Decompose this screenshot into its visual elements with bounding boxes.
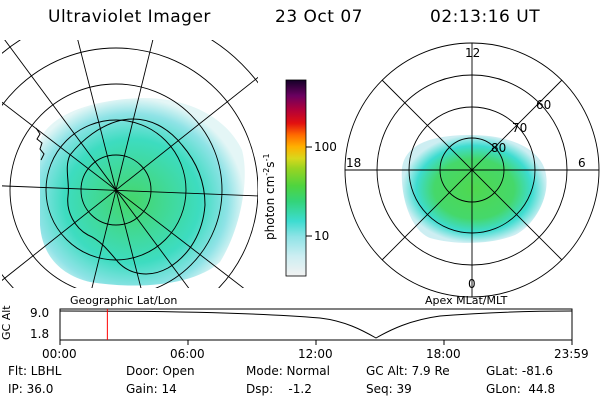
timeline-axis-label: GC Alt [0, 305, 13, 340]
timeline-tick-2359: 23:59 [554, 347, 589, 361]
timeline-frame [59, 308, 573, 341]
lat-label-70: 70 [512, 121, 528, 135]
mlt-label-6: 6 [578, 156, 586, 170]
timeline-tick-1200: 12:00 [298, 347, 333, 361]
altitude-timeline [59, 308, 573, 345]
right-grid [344, 42, 600, 298]
status-mode: Mode: Normal [246, 364, 330, 378]
mlt-label-18: 18 [346, 156, 362, 170]
geographic-map [2, 40, 258, 288]
timeline-ymin: 1.8 [30, 327, 50, 341]
status-door: Door: Open [126, 364, 195, 378]
coastline-fragment [35, 127, 45, 161]
altitude-curve [59, 310, 573, 339]
coastline [66, 118, 206, 275]
observation-date: 23 Oct 07 [275, 7, 363, 27]
mlt-label-0: 0 [468, 277, 476, 291]
colorbar-unit-label: photon cm-2s-1 [262, 153, 277, 240]
observation-time: 02:13:16 UT [430, 7, 541, 27]
left-grid [2, 40, 258, 288]
right-aurora-emission [401, 135, 547, 243]
lat-label-80: 80 [491, 141, 507, 155]
status-seq: Seq: 39 [366, 382, 412, 396]
status-gain: Gain: 14 [126, 382, 177, 396]
colorbar [285, 79, 312, 277]
colorbar-label-100: 100 [314, 140, 337, 154]
apex-polar-plot [344, 42, 600, 298]
right-map-caption: Apex MLat/MLT [425, 294, 508, 307]
colorbar-label-10: 10 [314, 229, 330, 243]
left-map-caption: Geographic Lat/Lon [70, 294, 178, 307]
status-ip: IP: 36.0 [8, 382, 54, 396]
timeline-tick-0000: 00:00 [42, 347, 77, 361]
mlt-label-12: 12 [465, 46, 481, 60]
timeline-tick-0600: 06:00 [170, 347, 205, 361]
timeline-ymax: 9.0 [30, 306, 50, 320]
status-filter: Flt: LBHL [8, 364, 62, 378]
timeline-tick-1800: 18:00 [426, 347, 461, 361]
status-glat: GLat: -81.6 [486, 364, 553, 378]
colorbar-scale [285, 79, 307, 277]
lat-label-60: 60 [536, 98, 552, 112]
status-glon: GLon: 44.8 [486, 382, 556, 396]
status-gc-alt: GC Alt: 7.9 Re [366, 364, 450, 378]
instrument-title: Ultraviolet Imager [48, 7, 211, 27]
status-dsp: Dsp: -1.2 [246, 382, 312, 396]
